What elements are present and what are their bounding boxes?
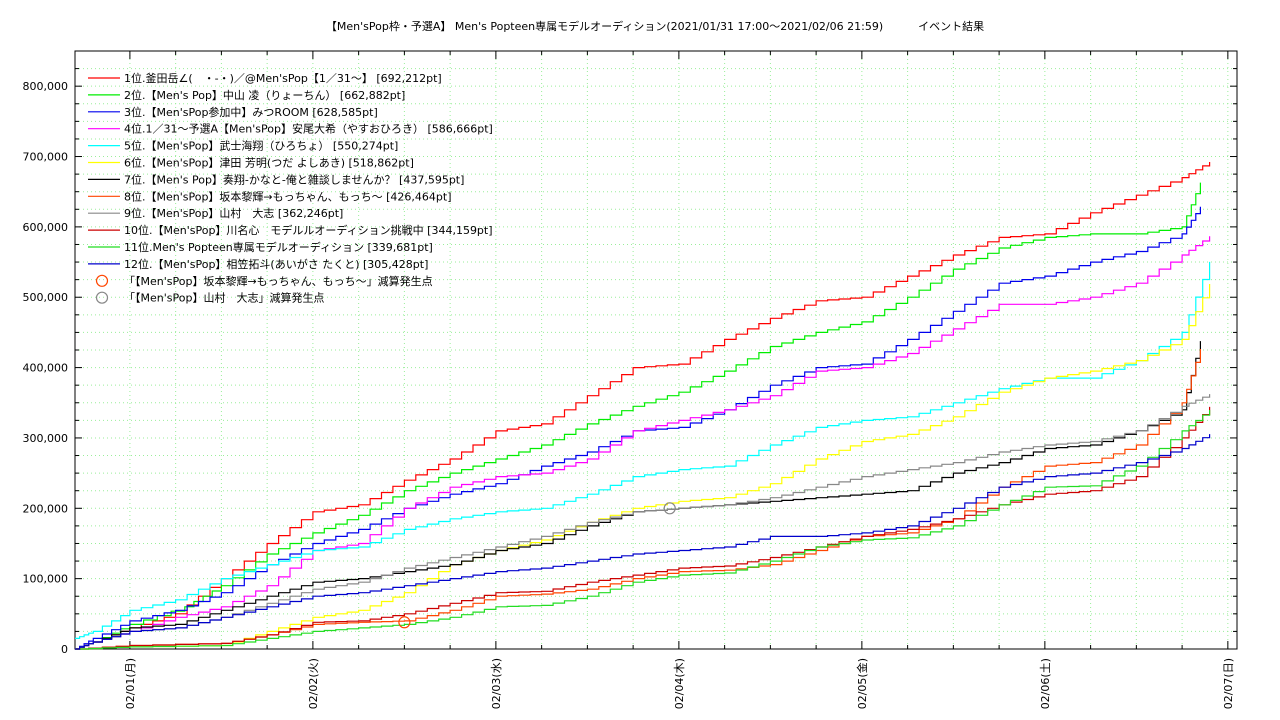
- legend-marker-1: [95, 274, 109, 287]
- legend: 1位.釜田岳∠( ・-・)／@Men'sPop【1／31〜】 [692,212p…: [88, 71, 493, 305]
- legend-label-11: 11位.Men's Popteen専属モデルオーディション [339,681pt…: [124, 240, 433, 254]
- chart-title: 【Men'sPop枠・予選A】 Men's Popteen専属モデルオーディショ…: [325, 20, 985, 33]
- y-axis-tick-labels: 0 100,000 200,000 300,000 400,000 500,000 600,…: [23, 80, 69, 656]
- series-line-9: [75, 394, 1211, 650]
- y-tick-label: 700,000: [23, 151, 69, 164]
- legend-marker-label-1: 「【Men'sPop】坂本黎輝→もっちゃん、もっち〜」減算発生点: [124, 274, 433, 288]
- y-tick-label: 800,000: [23, 80, 69, 93]
- marker-point-1: [398, 616, 411, 629]
- series-lines: [75, 162, 1211, 650]
- series-line-12: [75, 434, 1211, 650]
- x-tick-label: 02/05(金): [855, 658, 869, 709]
- legend-label-9: 9位.【Men'sPop】山村 大志 [362,246pt]: [124, 206, 343, 220]
- x-tick-label: 02/03(水): [490, 658, 503, 709]
- markers: [398, 502, 676, 629]
- series-line-11: [75, 410, 1211, 650]
- y-tick-label: 100,000: [23, 573, 69, 586]
- legend-label-2: 2位.【Men's Pop】中山 凌（りょーちん） [662,882pt]: [124, 88, 405, 102]
- x-tick-label: 02/04(木): [673, 658, 686, 709]
- legend-label-12: 12位.【Men'sPop】相笠拓斗(あいがさ たくと) [305,428pt]: [124, 257, 428, 271]
- series-line-7: [75, 341, 1201, 650]
- axis-ticks: [75, 50, 1237, 650]
- series-line-10: [75, 406, 1211, 650]
- legend-label-5: 5位.【Men'sPop】武士海翔（ひろちょ） [550,274pt]: [124, 139, 398, 153]
- x-tick-label: 02/07(日): [1222, 658, 1235, 709]
- legend-label-4: 4位.1／31〜予選A【Men'sPop】安尾大希（やすおひろき） [586,6…: [124, 122, 493, 136]
- series-line-4: [75, 236, 1211, 650]
- legend-label-3: 3位.【Men'sPop参加中】みつROOM [628,585pt]: [124, 105, 378, 119]
- legend-marker-2: [95, 291, 109, 304]
- legend-label-7: 7位.【Men's Pop】奏翔-かなと-俺と雑談しませんか？ [437,595…: [124, 172, 464, 186]
- x-tick-label: 02/02(火): [307, 658, 320, 709]
- legend-marker-label-2: 「【Men'sPop】山村 大志」減算発生点: [124, 291, 324, 305]
- x-tick-label: 02/06(土): [1039, 658, 1052, 709]
- grid-lines: [75, 51, 1237, 649]
- x-tick-label: 02/01(月): [124, 658, 137, 709]
- legend-label-10: 10位.【Men'sPop】川名心 モデルルオーディション挑戦中 [344,15…: [124, 223, 493, 237]
- legend-label-8: 8位.【Men'sPop】坂本黎輝→もっちゃん、もっち〜 [426,464pt]: [124, 189, 452, 203]
- y-tick-label: 0: [61, 643, 68, 656]
- legend-label-1: 1位.釜田岳∠( ・-・)／@Men'sPop【1／31〜】 [692,212p…: [124, 71, 442, 85]
- x-axis-tick-labels: 02/01(月) 02/02(火) 02/03(水) 02/04(木) 02/05(金)…: [124, 658, 1235, 709]
- series-line-6: [75, 284, 1211, 650]
- y-tick-label: 400,000: [23, 362, 69, 375]
- y-tick-label: 200,000: [23, 502, 69, 515]
- marker-point-2: [663, 502, 676, 515]
- y-tick-label: 500,000: [23, 291, 69, 304]
- series-line-1: [75, 162, 1211, 650]
- legend-label-6: 6位.【Men'sPop】津田 芳明(つだ よしあき) [518,862pt]: [124, 156, 414, 170]
- y-tick-label: 300,000: [23, 432, 69, 445]
- y-tick-label: 600,000: [23, 221, 69, 234]
- series-line-5: [75, 261, 1211, 639]
